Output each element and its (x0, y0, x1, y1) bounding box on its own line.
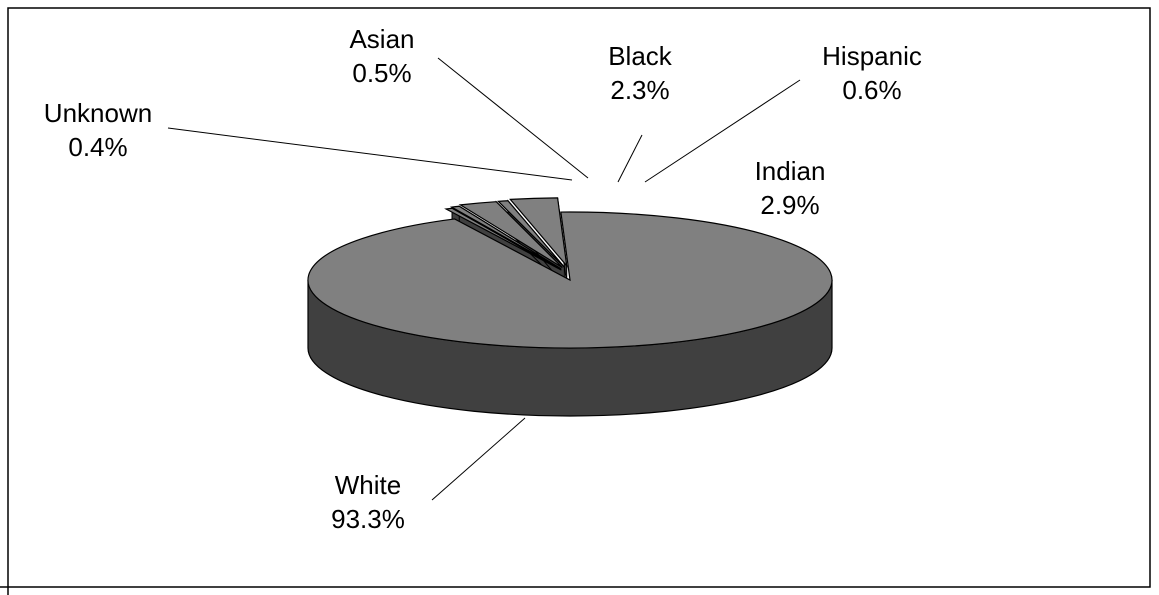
slice-indian (509, 197, 568, 268)
leader-line-asian (437, 57, 589, 179)
slice-value-unknown: 0.4% (68, 132, 127, 162)
slice-value-indian: 2.9% (760, 190, 819, 220)
slice-value-hispanic: 0.6% (842, 75, 901, 105)
slice-label-white: White (335, 470, 401, 500)
data-labels: White 93.3% Unknown 0.4% Asian 0.5% Black 2.3% H… (44, 24, 922, 534)
slice-asian (449, 205, 562, 270)
leader-line-unknown (167, 127, 573, 181)
slice-label-black: Black (608, 41, 673, 71)
slice-unknown (444, 207, 562, 271)
slice-black (458, 201, 563, 269)
leader-line-black (617, 134, 643, 183)
slice-value-white: 93.3% (331, 504, 405, 534)
slice-label-hispanic: Hispanic (822, 41, 922, 71)
slice-label-asian: Asian (349, 24, 414, 54)
slice-label-unknown: Unknown (44, 98, 152, 128)
leader-lines (167, 57, 801, 501)
slice-value-black: 2.3% (610, 75, 669, 105)
slice-label-indian: Indian (755, 156, 826, 186)
slice-value-asian: 0.5% (352, 58, 411, 88)
pie-slices (307, 197, 833, 349)
chart-border (0, 7, 1151, 595)
slice-hispanic (496, 200, 565, 268)
leader-line-hispanic (644, 79, 801, 183)
slice-white (307, 211, 833, 349)
leader-line-white (431, 417, 526, 501)
